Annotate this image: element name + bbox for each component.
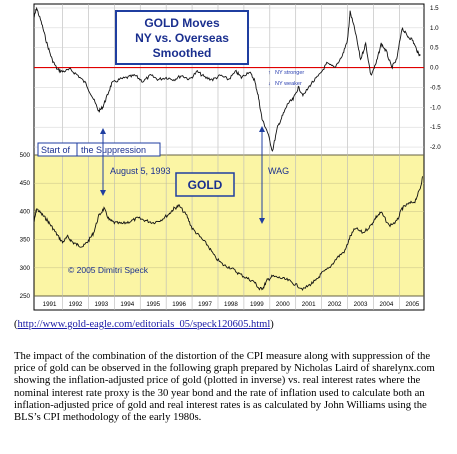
top-y-tick-label: -2.0 <box>430 144 441 151</box>
legend-down-arrow: ↓ <box>268 81 271 87</box>
x-tick-label: 2000 <box>276 301 290 308</box>
x-tick-label: 2004 <box>380 301 394 308</box>
x-tick-label: 2003 <box>354 301 368 308</box>
link-open-paren: ( <box>14 319 18 330</box>
x-tick-label: 1997 <box>198 301 212 308</box>
suppression-box <box>37 142 161 157</box>
source-link[interactable]: http://www.gold-eagle.com/editorials_05/… <box>17 319 271 330</box>
source-link-line: (http://www.gold-eagle.com/editorials_05… <box>14 319 274 330</box>
x-tick-label: 1996 <box>172 301 186 308</box>
top-y-tick-label: 1.0 <box>430 25 439 32</box>
description-paragraph: The impact of the combination of the dis… <box>14 350 435 424</box>
x-tick-label: 2005 <box>405 301 419 308</box>
top-y-tick-label: -0.5 <box>430 84 441 91</box>
x-tick-label: 1993 <box>94 301 108 308</box>
suppression-label: the Suppression <box>81 145 146 155</box>
top-title-line-2: NY vs. Overseas <box>135 31 229 45</box>
legend-ny-stronger: NY stronger <box>275 70 304 76</box>
bottom-y-tick-label: 300 <box>20 265 31 272</box>
august-date-label: August 5, 1993 <box>110 166 171 176</box>
bottom-y-tick-label: 500 <box>20 152 31 159</box>
ny-vs-overseas-line <box>33 6 421 152</box>
legend-ny-weaker: NY weaker <box>275 81 302 87</box>
bottom-y-tick-label: 450 <box>20 180 31 187</box>
bottom-y-tick-label: 250 <box>20 293 31 300</box>
link-close-paren: ) <box>270 319 274 330</box>
top-y-tick-label: 1.5 <box>430 5 439 12</box>
x-tick-label: 1994 <box>120 301 134 308</box>
x-tick-label: 1999 <box>250 301 264 308</box>
gold-chart: 1.5 1.0 0.5 0.0 -0.5 -1.0 -1.5 -2.0 500 450 400 350… <box>19 3 442 311</box>
top-title-line-1: GOLD Moves <box>144 16 220 30</box>
gold-title: GOLD <box>188 178 223 192</box>
top-title-box <box>115 10 249 65</box>
x-tick-label: 1992 <box>69 301 83 308</box>
suppression-arrow-down <box>100 190 106 196</box>
legend-up-arrow: ↑ <box>268 70 271 76</box>
x-tick-label: 2002 <box>328 301 342 308</box>
top-y-tick-label: -1.0 <box>430 104 441 111</box>
suppression-prefix: Start of <box>41 145 71 155</box>
top-y-tick-label: 0.5 <box>430 45 439 52</box>
bottom-y-tick-label: 350 <box>20 237 31 244</box>
top-title-line-3: Smoothed <box>153 46 212 60</box>
gold-title-box <box>175 172 235 197</box>
x-tick-label: 2001 <box>302 301 316 308</box>
gold-price-line <box>33 176 424 292</box>
wag-arrow-down <box>259 218 265 224</box>
x-tick-label: 1995 <box>146 301 160 308</box>
wag-arrow-up <box>259 126 265 132</box>
wag-label: WAG <box>268 166 289 176</box>
x-tick-label: 1991 <box>43 301 57 308</box>
suppression-arrow-up <box>100 128 106 134</box>
x-tick-label: 1998 <box>224 301 238 308</box>
top-y-tick-label: -1.5 <box>430 124 441 131</box>
bottom-y-tick-label: 400 <box>20 208 31 215</box>
top-y-tick-label: 0.0 <box>430 65 439 72</box>
copyright-text: © 2005 Dimitri Speck <box>68 265 149 275</box>
